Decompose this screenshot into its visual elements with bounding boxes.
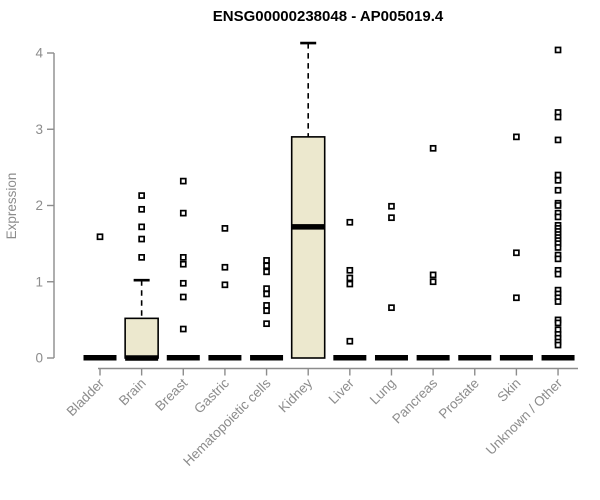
y-tick-label: 0 — [35, 351, 43, 366]
y-tick-label: 4 — [35, 46, 43, 61]
median-bar — [458, 355, 492, 361]
box-group — [290, 41, 326, 359]
box-rect — [124, 317, 159, 359]
outlier-point — [138, 235, 145, 243]
median-bar — [166, 355, 200, 361]
outlier-point — [513, 294, 520, 302]
outlier-point — [513, 249, 520, 257]
outlier-point — [263, 257, 270, 264]
outlier-point — [388, 304, 395, 312]
box-group — [208, 225, 242, 361]
outlier-point — [429, 144, 437, 152]
outlier-point — [221, 281, 229, 289]
median-bar — [374, 355, 408, 361]
outlier-point — [263, 307, 270, 315]
outlier-point — [263, 290, 270, 298]
median-bar — [416, 355, 450, 361]
outlier-point — [513, 133, 520, 141]
outlier-point — [263, 268, 270, 276]
box-rect — [290, 136, 326, 359]
outlier-point — [179, 293, 187, 301]
y-tick-label: 2 — [35, 198, 43, 213]
outlier-point — [554, 341, 562, 349]
box-series — [83, 41, 575, 361]
outlier-point — [346, 274, 354, 282]
chart-title: ENSG00000238048 - AP005019.4 — [213, 8, 444, 25]
outlier-point — [554, 171, 562, 179]
outlier-point — [346, 218, 354, 226]
outlier-point — [179, 254, 187, 261]
outlier-point — [554, 298, 562, 305]
outlier-point — [554, 213, 562, 221]
median-bar — [208, 355, 242, 361]
median-bar — [499, 355, 533, 361]
x-tick-label: Unknown / Other — [483, 375, 566, 458]
outlier-point — [554, 270, 562, 278]
outlier-point — [346, 280, 354, 288]
x-tick-label: Liver — [326, 375, 358, 407]
median-line — [125, 355, 159, 361]
outlier-point — [138, 223, 145, 231]
outlier-point — [263, 320, 270, 328]
box-group — [541, 46, 575, 361]
box-group — [374, 202, 408, 361]
outlier-point — [138, 192, 145, 199]
outlier-point — [179, 325, 187, 333]
outlier-point — [263, 302, 270, 309]
outlier-point — [263, 262, 270, 270]
outlier-point — [179, 279, 187, 287]
x-tick-label: Kidney — [276, 375, 316, 415]
outlier-point — [138, 205, 145, 213]
box-group — [333, 218, 367, 361]
outlier-point — [554, 176, 562, 184]
outlier-point — [554, 113, 562, 121]
median-bar — [250, 355, 284, 361]
outlier-point — [179, 209, 187, 217]
median-bar — [541, 355, 575, 361]
y-axis-label: Expression — [4, 173, 19, 240]
x-tick-label: Gastric — [191, 375, 232, 416]
x-tick-label: Brain — [116, 376, 149, 409]
y-tick-label: 1 — [35, 274, 43, 289]
outlier-point — [388, 202, 395, 210]
outlier-point — [221, 225, 229, 232]
outlier-point — [554, 319, 562, 327]
outlier-point — [554, 255, 562, 263]
outlier-point — [429, 271, 437, 279]
outlier-point — [554, 136, 562, 144]
x-tick-label: Bladder — [64, 375, 108, 419]
outlier-point — [346, 337, 354, 345]
box-group — [416, 144, 450, 361]
outlier-point — [179, 177, 187, 185]
outlier-point — [554, 202, 562, 209]
box-group — [83, 233, 117, 361]
outlier-point — [96, 233, 104, 241]
box-group — [166, 177, 200, 361]
outlier-point — [554, 186, 562, 194]
outlier-point — [388, 214, 395, 222]
outlier-point — [554, 46, 562, 54]
box-group — [458, 355, 492, 361]
median-bar — [333, 355, 367, 361]
median-bar — [83, 355, 117, 361]
x-tick-label: Pancreas — [389, 375, 440, 426]
x-tick-label: Prostate — [436, 376, 482, 422]
outlier-point — [346, 266, 354, 274]
x-tick-label: Breast — [152, 375, 190, 413]
outlier-point — [554, 244, 562, 251]
outlier-point — [429, 278, 437, 286]
box-group — [250, 257, 284, 361]
box-group — [124, 192, 159, 361]
outlier-point — [221, 263, 229, 271]
x-tick-label: Lung — [367, 376, 399, 408]
outlier-point — [179, 260, 187, 268]
median-line — [291, 224, 325, 230]
outlier-point — [263, 285, 270, 292]
outlier-point — [138, 254, 145, 261]
x-tick-label: Skin — [494, 376, 523, 405]
y-tick-label: 3 — [35, 122, 43, 137]
box-group — [499, 133, 533, 361]
